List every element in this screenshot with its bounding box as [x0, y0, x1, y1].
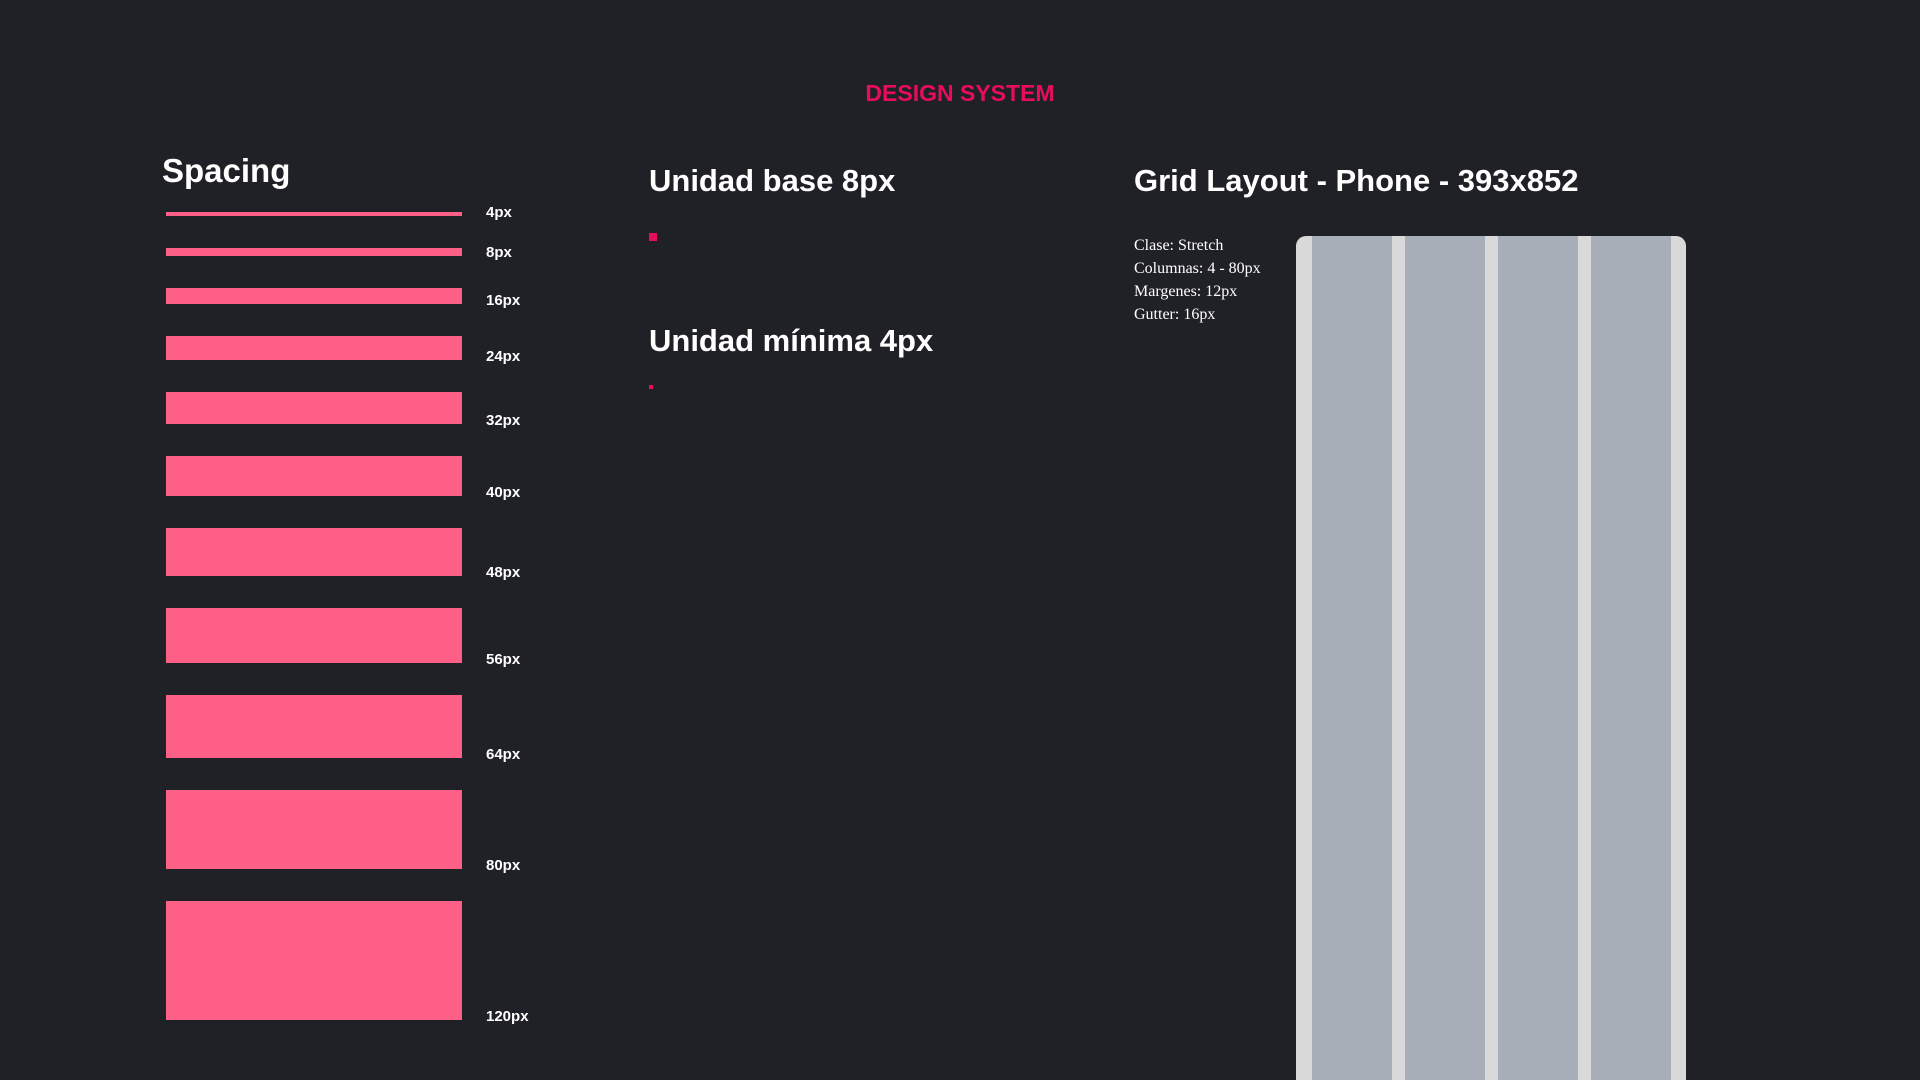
spacing-heading: Spacing	[162, 152, 291, 189]
spacing-label-40px: 40px	[486, 484, 521, 501]
grid-column-2	[1405, 236, 1485, 1080]
phone-grid-preview	[1296, 236, 1686, 1080]
spacing-label-80px: 80px	[486, 857, 521, 874]
grid-specs: Clase: Stretch Columnas: 4 - 80px Margen…	[1134, 234, 1261, 326]
grid-column-3	[1498, 236, 1578, 1080]
spacing-bar-8px	[166, 248, 462, 256]
grid-spec-class: Clase: Stretch	[1134, 237, 1224, 254]
grid-column-4	[1591, 236, 1671, 1080]
spacing-bar-64px	[166, 695, 462, 758]
spacing-bar-32px	[166, 392, 462, 424]
spacing-label-8px: 8px	[486, 244, 512, 261]
grid-spec-columns: Columnas: 4 - 80px	[1134, 260, 1261, 277]
spacing-bar-24px	[166, 336, 462, 360]
grid-spec-gutter: Gutter: 16px	[1134, 306, 1216, 323]
spacing-bar-80px	[166, 790, 462, 869]
grid-layout-heading: Grid Layout - Phone - 393x852	[1134, 163, 1579, 198]
spacing-label-16px: 16px	[486, 292, 521, 309]
unit-min-heading: Unidad mínima 4px	[649, 323, 934, 358]
spacing-bar-40px	[166, 456, 462, 496]
spacing-scale: 4px 8px 16px 24px 32px 40px 48px 56px 64px 80px 12…	[0, 0, 600, 1080]
spacing-label-32px: 32px	[486, 412, 521, 429]
spacing-bar-56px	[166, 608, 462, 663]
unit-min-swatch	[649, 385, 653, 389]
unit-base-heading: Unidad base 8px	[649, 163, 896, 198]
spacing-label-24px: 24px	[486, 348, 521, 365]
grid-column-1	[1312, 236, 1392, 1080]
spacing-label-120px: 120px	[486, 1008, 529, 1025]
spacing-bar-4px	[166, 212, 462, 216]
spacing-bar-48px	[166, 528, 462, 576]
spacing-label-48px: 48px	[486, 564, 521, 581]
grid-spec-margins: Margenes: 12px	[1134, 283, 1238, 300]
spacing-label-56px: 56px	[486, 651, 521, 668]
spacing-label-64px: 64px	[486, 746, 521, 763]
unit-base-swatch	[649, 233, 657, 241]
spacing-bar-120px	[166, 901, 462, 1020]
spacing-label-4px: 4px	[486, 204, 512, 221]
spacing-bar-16px	[166, 288, 462, 304]
page-title: DESIGN SYSTEM	[865, 80, 1055, 106]
